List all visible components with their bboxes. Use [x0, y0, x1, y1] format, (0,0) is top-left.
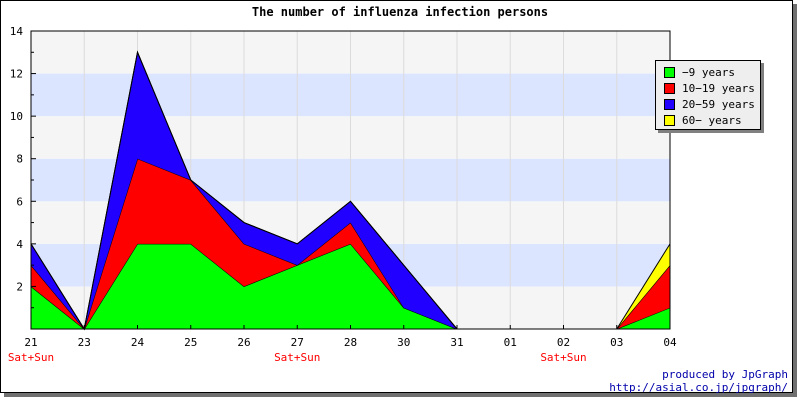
weekend-label: Sat+Sun [274, 351, 320, 364]
credit-line: produced by JpGraph [662, 368, 788, 381]
legend-swatch-0 [664, 66, 675, 78]
y-tick-label: 12 [10, 68, 23, 81]
x-tick-label: 30 [397, 336, 410, 349]
series-area-0 [31, 243, 670, 329]
legend: −9 years 10−19 years 20−59 years 60− yea… [655, 60, 761, 130]
x-tick-label: 31 [450, 336, 463, 349]
credit-url[interactable]: http://asial.co.jp/jpgraph/ [609, 381, 788, 394]
legend-item-2: 20−59 years [664, 97, 755, 111]
x-tick-label: 01 [504, 336, 517, 349]
y-tick-label: 8 [16, 153, 23, 166]
legend-swatch-1 [664, 82, 675, 94]
legend-item-1: 10−19 years [664, 81, 755, 95]
y-tick-label: 6 [16, 195, 23, 208]
y-tick-label: 10 [10, 110, 23, 123]
x-tick-label: 23 [78, 336, 91, 349]
legend-swatch-2 [664, 98, 675, 110]
series-area-1 [31, 158, 670, 329]
legend-swatch-3 [664, 114, 675, 126]
legend-item-3: 60− years [664, 113, 742, 127]
x-tick-label: 24 [131, 336, 145, 349]
y-tick-label: 14 [10, 25, 24, 38]
legend-label-1: 10−19 years [682, 81, 755, 95]
weekend-label: Sat+Sun [540, 351, 586, 364]
x-tick-label: 26 [237, 336, 250, 349]
x-tick-label: 28 [344, 336, 357, 349]
legend-item-0: −9 years [664, 65, 735, 79]
x-tick-label: 27 [291, 336, 304, 349]
x-tick-label: 03 [610, 336, 623, 349]
y-tick-label: 4 [16, 238, 23, 251]
legend-label-3: 60− years [682, 113, 742, 127]
chart-title: The number of influenza infection person… [252, 5, 548, 19]
legend-label-2: 20−59 years [682, 97, 755, 111]
legend-label-0: −9 years [682, 65, 735, 79]
x-tick-label: 25 [184, 336, 197, 349]
x-tick-label: 02 [557, 336, 570, 349]
y-tick-label: 2 [16, 280, 23, 293]
weekend-label: Sat+Sun [8, 351, 54, 364]
x-tick-label: 04 [663, 336, 677, 349]
x-tick-label: 21 [24, 336, 37, 349]
